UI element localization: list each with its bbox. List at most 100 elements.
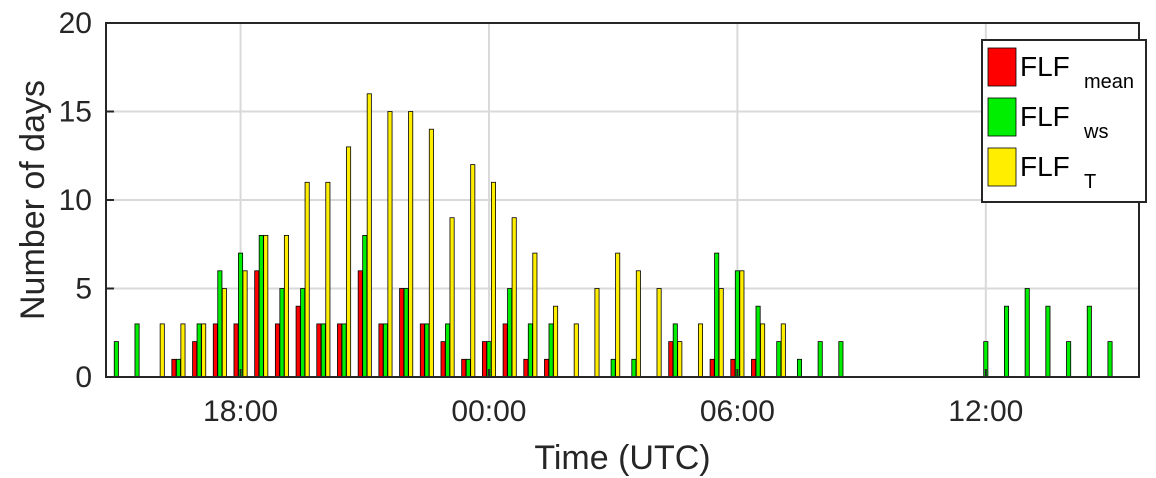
bar <box>1086 305 1092 378</box>
bar <box>838 341 844 378</box>
bar <box>532 252 538 378</box>
legend-label-subscript: T <box>1084 171 1096 193</box>
bar <box>217 270 223 378</box>
bar <box>159 323 165 378</box>
bar <box>511 217 517 378</box>
legend-label: FLF <box>1020 101 1070 132</box>
legend: FLF mean FLF ws FLF T <box>981 39 1147 203</box>
bar <box>714 252 720 378</box>
bar <box>490 181 496 378</box>
bar <box>573 323 579 378</box>
bar <box>465 358 471 378</box>
bar <box>797 358 803 378</box>
bar <box>263 234 269 378</box>
bar <box>780 323 786 378</box>
bar <box>656 288 662 378</box>
bar <box>337 323 343 378</box>
bar <box>283 234 289 378</box>
legend-label: FLF <box>1020 51 1070 82</box>
bar <box>196 323 202 378</box>
bar <box>201 323 207 378</box>
bar <box>382 323 388 378</box>
legend-swatch <box>987 147 1017 187</box>
bar <box>760 323 766 378</box>
y-tick-label: 0 <box>75 361 92 394</box>
bar <box>300 288 306 378</box>
bar <box>387 111 393 378</box>
bar <box>320 323 326 378</box>
bar <box>440 341 446 378</box>
bar <box>1004 305 1010 378</box>
bar <box>470 164 476 378</box>
bar <box>755 305 761 378</box>
legend-swatch <box>987 47 1017 87</box>
bar <box>325 181 331 378</box>
bar <box>238 252 244 378</box>
bar <box>553 305 559 378</box>
bar <box>507 288 513 378</box>
x-axis-label: Time (UTC) <box>534 439 710 477</box>
bar <box>254 270 260 378</box>
bar <box>523 358 529 378</box>
legend-swatch <box>987 97 1017 137</box>
bar <box>1066 341 1072 378</box>
bar <box>362 234 368 378</box>
bar <box>192 341 198 378</box>
x-tick-label: 00:00 <box>451 395 526 428</box>
bar <box>242 270 248 378</box>
bar <box>615 252 621 378</box>
bar <box>346 146 352 378</box>
y-tick-label: 20 <box>59 7 92 40</box>
bar <box>817 341 823 378</box>
bar <box>677 341 683 378</box>
bar <box>449 217 455 378</box>
bar <box>697 323 703 378</box>
bar <box>134 323 140 378</box>
bar <box>304 181 310 378</box>
bar <box>113 341 119 378</box>
bar <box>175 358 181 378</box>
bar <box>668 341 674 378</box>
bar <box>399 288 405 378</box>
bar <box>428 128 434 378</box>
legend-label: FLF <box>1020 151 1070 182</box>
bar <box>481 341 487 378</box>
y-axis-label: Number of days <box>14 80 52 320</box>
bar <box>527 323 533 378</box>
bar <box>357 270 363 378</box>
bar <box>548 323 554 378</box>
bar <box>734 270 740 378</box>
bar <box>544 358 550 378</box>
bar <box>718 288 724 378</box>
bar <box>212 323 218 378</box>
x-tick-label: 18:00 <box>203 395 278 428</box>
bar <box>279 288 285 378</box>
bar <box>408 111 414 378</box>
bar <box>316 323 322 378</box>
bar <box>751 358 757 378</box>
bar <box>258 234 264 378</box>
bar <box>295 305 301 378</box>
bar <box>610 358 616 378</box>
bar <box>419 323 425 378</box>
bar <box>461 358 467 378</box>
legend-label-subscript: ws <box>1083 121 1108 143</box>
y-tick-label: 5 <box>75 273 92 306</box>
bar <box>730 358 736 378</box>
x-tick-label: 06:00 <box>700 395 775 428</box>
bar <box>171 358 177 378</box>
bar <box>776 341 782 378</box>
bar <box>274 323 280 378</box>
bar <box>221 288 227 378</box>
bar <box>631 358 637 378</box>
bar <box>1107 341 1113 378</box>
bar <box>233 323 239 378</box>
y-tick-label: 15 <box>59 96 92 129</box>
bars <box>113 93 1113 378</box>
bar <box>366 93 372 378</box>
bar <box>502 323 508 378</box>
bar <box>341 323 347 378</box>
bar <box>635 270 641 378</box>
